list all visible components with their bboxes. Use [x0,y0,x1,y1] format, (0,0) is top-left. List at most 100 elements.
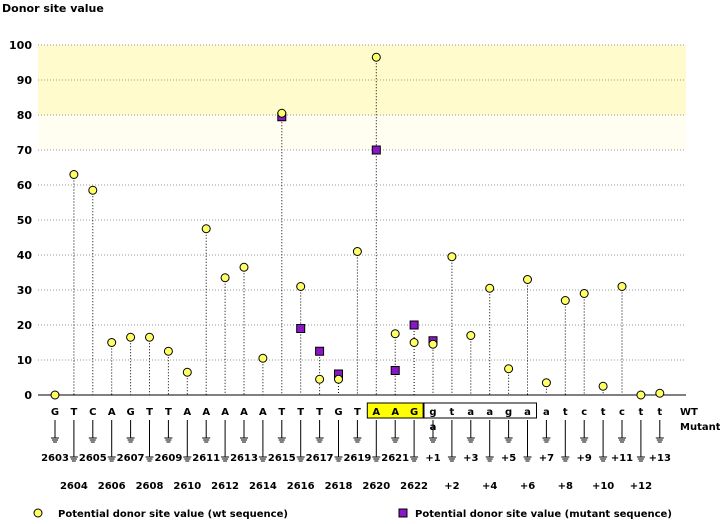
pos-label-2603: 2603 [41,453,69,464]
band-layer [38,45,686,150]
pos-label-+8: +8 [558,481,573,492]
pos-label-+12: +12 [630,481,652,492]
wt-point-2611 [201,224,211,234]
base-+12: t [639,407,644,418]
y-tick-20: 20 [17,319,33,332]
wt-point-+7 [541,378,551,388]
wt-point-+5 [504,364,514,374]
base-2608: T [146,407,153,418]
pos-label-2613: 2613 [230,453,258,464]
pos-label-2615: 2615 [268,453,296,464]
wt-point-2612 [220,273,230,283]
y-axis-title: Donor site value [2,2,104,15]
pos-label-+7: +7 [539,453,554,464]
base-2612: A [221,407,229,418]
pos-label-2617: 2617 [306,453,334,464]
wt-point-+6 [523,275,532,284]
base-2614: A [259,407,267,418]
wt-point-2610 [182,367,192,377]
wt-point-2614 [258,353,268,363]
wt-point-+11 [617,282,627,291]
base-+10: t [601,407,606,418]
y-tick-80: 80 [17,109,33,122]
base-2619: T [354,407,361,418]
base-2618: G [334,407,342,418]
pos-label-2622: 2622 [400,481,428,492]
mutant-point-2616 [296,324,306,333]
pos-label-2618: 2618 [325,481,353,492]
y-tick-0: 0 [24,389,32,402]
pos-label-+5: +5 [501,453,516,464]
mutant-point-2622 [409,320,419,330]
base-2603: G [51,407,59,418]
exon-box [366,402,424,419]
base-2609: T [165,407,172,418]
base-2610: A [183,407,191,418]
wt-point-+4 [485,283,495,293]
base-+4: a [486,407,493,418]
base-2613: A [240,407,248,418]
base-2607: G [126,407,134,418]
mutant-row-label: Mutant [680,422,720,433]
base-+9: c [581,407,587,418]
wt-point-2607 [126,332,136,342]
legend-mutant-marker [398,508,408,518]
pos-label-+2: +2 [444,481,459,492]
y-tick-70: 70 [17,144,33,157]
wt-point-+3 [466,331,476,340]
pos-label-2606: 2606 [98,481,126,492]
pos-label-+9: +9 [577,453,592,464]
wt-point-+2 [447,252,457,262]
sequence-layer: G 2603 T 2604 C 2605 A 2606 G 2607 T 2608 T 2609 A 2610… [41,402,720,492]
wt-point-2621 [390,329,400,339]
base-+7: a [543,407,550,418]
base-+1: g [429,407,436,418]
base-2620: A [372,407,380,418]
wt-point-2604 [69,170,79,179]
legend-wt-marker [33,508,43,518]
wt-point-+10 [598,381,608,391]
faint-band [38,115,686,150]
wt-point-2615 [277,108,287,118]
intron-box [423,402,537,419]
wt-point-2617 [315,374,325,384]
legend-wt-label: Potential donor site value (wt sequence) [58,509,288,520]
wt-point-+12 [636,390,646,400]
base-+2: t [450,407,455,418]
pos-label-+10: +10 [592,481,614,492]
wt-point-2622 [409,338,419,347]
y-axis: Donor site value 0 10 20 30 40 50 60 70 80 90 100 [2,2,104,402]
base-+3: a [467,407,474,418]
wt-point-2620 [371,52,381,62]
base-+11: c [619,407,625,418]
base-+13: t [657,407,662,418]
pos-label-2611: 2611 [192,453,220,464]
pos-label-2612: 2612 [211,481,239,492]
wt-point-2613 [239,262,249,272]
mutant-point-2620 [371,145,381,155]
base-2615: T [278,407,285,418]
wt-point-2608 [145,332,154,342]
y-tick-10: 10 [17,354,33,367]
pos-label-2610: 2610 [173,481,201,492]
base-+5: g [505,407,512,418]
pos-label-2608: 2608 [136,481,164,492]
wt-point-2609 [163,346,173,356]
wt-point-+8 [560,296,570,305]
wt-row-label: WT [680,407,698,418]
point-layer [50,52,665,400]
legend: Potential donor site value (wt sequence)… [33,508,672,520]
base-+6: a [524,407,531,418]
pos-label-2620: 2620 [362,481,390,492]
pos-label-2604: 2604 [60,481,88,492]
base-2617: T [316,407,323,418]
base-2622: G [410,407,418,418]
legend-mutant-label: Potential donor site value (mutant seque… [415,509,672,520]
y-tick-30: 30 [17,284,33,297]
pos-label-+3: +3 [463,453,478,464]
base-2604: T [70,407,77,418]
wt-point-2605 [88,185,98,195]
pos-label-2619: 2619 [343,453,371,464]
pos-label-2605: 2605 [79,453,107,464]
base-2605: C [89,407,96,418]
